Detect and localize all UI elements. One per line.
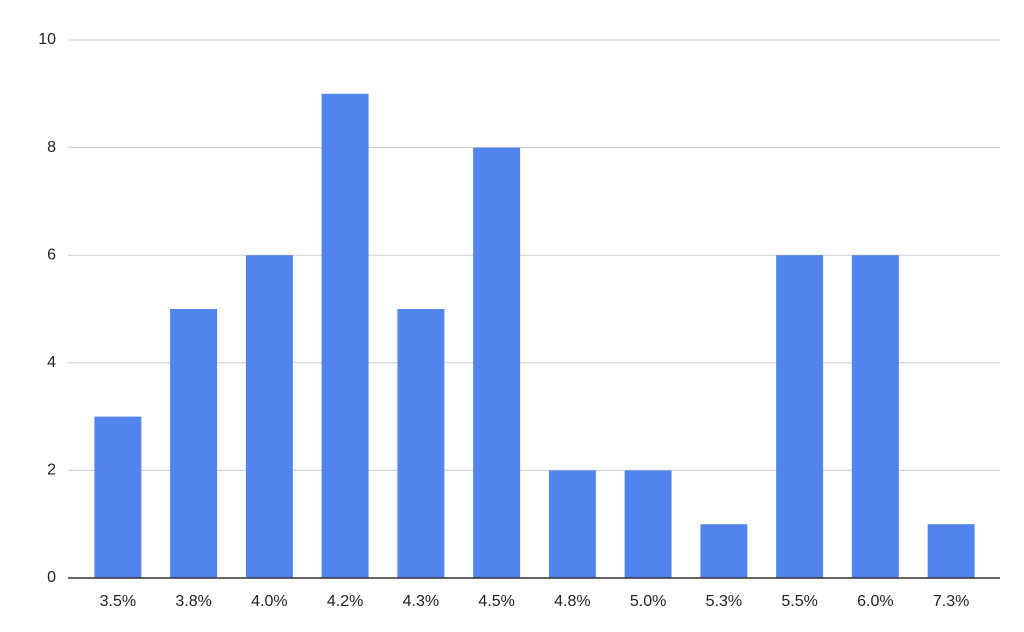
x-tick-label: 3.8% (175, 593, 211, 610)
x-tick-label: 4.5% (478, 593, 514, 610)
x-tick-label: 5.5% (781, 593, 817, 610)
y-tick-label: 4 (47, 354, 56, 371)
bar (776, 255, 824, 578)
x-tick-label: 6.0% (857, 593, 893, 610)
x-tick-label: 5.3% (706, 593, 742, 610)
y-tick-label: 8 (47, 139, 56, 156)
y-tick-label: 2 (47, 462, 56, 479)
bar (321, 93, 369, 579)
x-tick-label: 7.3% (933, 593, 969, 610)
x-tick-label: 4.3% (403, 593, 439, 610)
x-tick-label: 4.8% (554, 593, 590, 610)
bar (397, 309, 445, 578)
bar (170, 309, 218, 578)
bar (245, 255, 293, 578)
y-tick-label: 10 (38, 31, 56, 48)
bar (700, 524, 748, 578)
bar (851, 255, 899, 578)
y-tick-label: 6 (47, 246, 56, 263)
bar (927, 524, 975, 578)
bar (473, 147, 521, 578)
bar (94, 416, 142, 578)
x-tick-label: 4.2% (327, 593, 363, 610)
x-tick-label: 4.0% (251, 593, 287, 610)
bar (548, 470, 596, 578)
x-tick-label: 5.0% (630, 593, 666, 610)
bar (624, 470, 672, 578)
x-tick-label: 3.5% (100, 593, 136, 610)
y-tick-label: 0 (47, 569, 56, 586)
